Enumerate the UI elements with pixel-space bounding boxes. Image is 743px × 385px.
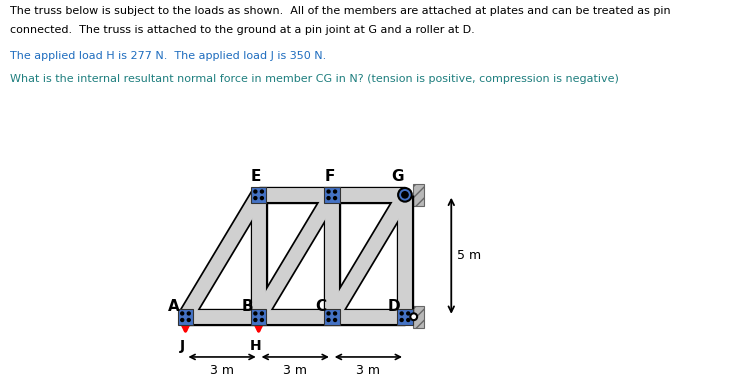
Bar xyxy=(251,309,267,325)
Circle shape xyxy=(410,313,417,320)
Circle shape xyxy=(187,312,190,315)
Text: C: C xyxy=(315,299,326,314)
Text: G: G xyxy=(392,169,404,184)
Circle shape xyxy=(334,190,337,193)
Bar xyxy=(413,306,424,328)
Circle shape xyxy=(400,318,403,321)
Text: 3 m: 3 m xyxy=(283,364,307,377)
Circle shape xyxy=(254,312,257,315)
Circle shape xyxy=(334,312,337,315)
Circle shape xyxy=(406,312,409,315)
Circle shape xyxy=(402,192,408,198)
Bar xyxy=(324,309,340,325)
Text: 3 m: 3 m xyxy=(357,364,380,377)
Circle shape xyxy=(181,312,184,315)
Text: What is the internal resultant normal force in member CG in N? (tension is posit: What is the internal resultant normal fo… xyxy=(10,74,618,84)
Text: The truss below is subject to the loads as shown.  All of the members are attach: The truss below is subject to the loads … xyxy=(10,6,670,16)
Circle shape xyxy=(261,197,264,199)
Circle shape xyxy=(334,318,337,321)
Circle shape xyxy=(254,190,257,193)
Text: E: E xyxy=(251,169,262,184)
Circle shape xyxy=(327,197,330,199)
Text: 5 m: 5 m xyxy=(458,249,481,262)
Circle shape xyxy=(327,190,330,193)
Text: connected.  The truss is attached to the ground at a pin joint at G and a roller: connected. The truss is attached to the … xyxy=(10,25,475,35)
Bar xyxy=(251,187,267,203)
Circle shape xyxy=(261,190,264,193)
Text: D: D xyxy=(388,299,400,314)
Circle shape xyxy=(187,318,190,321)
Text: 3 m: 3 m xyxy=(210,364,234,377)
Circle shape xyxy=(406,318,409,321)
Bar xyxy=(413,184,424,206)
Text: F: F xyxy=(324,169,334,184)
Circle shape xyxy=(254,318,257,321)
Text: B: B xyxy=(242,299,253,314)
Circle shape xyxy=(181,318,184,321)
Text: H: H xyxy=(250,339,262,353)
Circle shape xyxy=(261,318,264,321)
Circle shape xyxy=(327,312,330,315)
Circle shape xyxy=(327,318,330,321)
Circle shape xyxy=(334,197,337,199)
Circle shape xyxy=(400,312,403,315)
Bar xyxy=(398,309,413,325)
Bar xyxy=(324,187,340,203)
Bar xyxy=(178,309,193,325)
Text: The applied load H is 277 N.  The applied load J is 350 N.: The applied load H is 277 N. The applied… xyxy=(10,51,326,61)
Circle shape xyxy=(254,197,257,199)
Text: J: J xyxy=(180,339,185,353)
Circle shape xyxy=(398,188,412,202)
Text: A: A xyxy=(167,299,179,314)
Circle shape xyxy=(261,312,264,315)
